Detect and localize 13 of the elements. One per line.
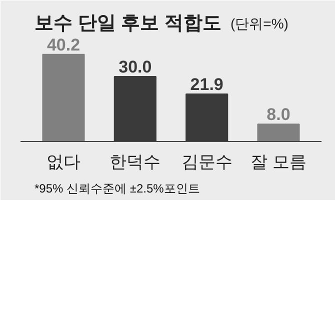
data-label: 30.0 — [118, 58, 152, 76]
bar — [42, 54, 85, 142]
x-tick-label: 잘 모름 — [250, 152, 306, 172]
x-tick-label: 없다 — [46, 152, 80, 172]
x-tick-label: 한덕수 — [110, 152, 161, 172]
x-tick-label: 김문수 — [181, 152, 232, 172]
text: *95% 신뢰수준에 ±2.5%포인트 — [34, 182, 200, 196]
data-label: 40.2 — [46, 35, 80, 54]
bar — [257, 124, 300, 142]
chart-title: 보수 단일 후보 적합도 — [34, 13, 222, 34]
chart-subtitle: (단위=%) — [230, 16, 288, 32]
data-label: 8.0 — [266, 105, 290, 124]
data-label: 21.9 — [190, 75, 224, 94]
